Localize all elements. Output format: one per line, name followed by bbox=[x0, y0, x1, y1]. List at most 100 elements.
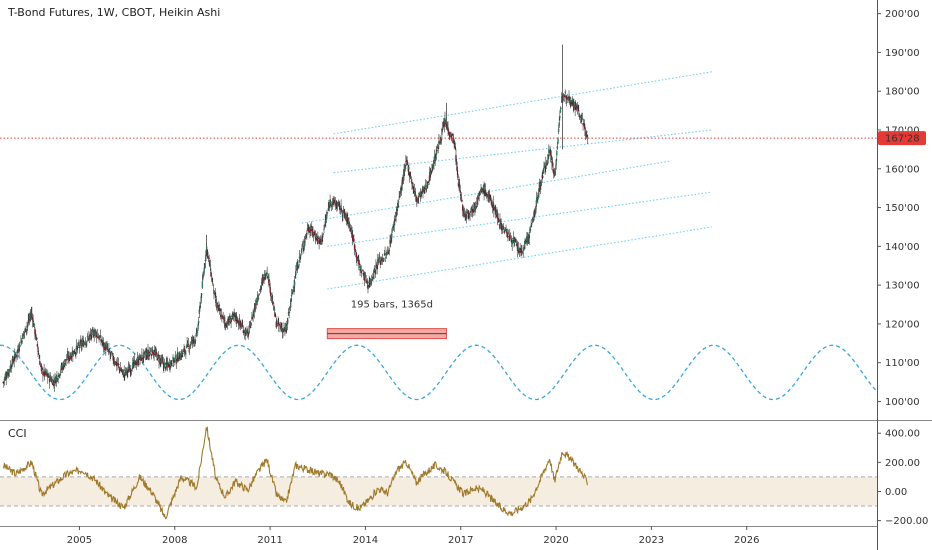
candle-body bbox=[15, 356, 17, 358]
candle-body bbox=[176, 353, 179, 357]
candle-body bbox=[182, 350, 185, 352]
candle-body bbox=[370, 279, 373, 282]
candle-body bbox=[433, 162, 435, 165]
candle-body bbox=[363, 278, 366, 281]
candle-body bbox=[440, 139, 443, 142]
candle-body bbox=[534, 209, 537, 212]
candle-body bbox=[521, 251, 523, 253]
candle-body bbox=[146, 355, 149, 358]
candle-body bbox=[394, 219, 396, 221]
candle-body bbox=[344, 216, 347, 218]
candle-body bbox=[288, 312, 290, 314]
candle-body bbox=[47, 376, 50, 378]
candle-body bbox=[303, 245, 305, 249]
candle-body bbox=[83, 342, 86, 344]
candle-body bbox=[22, 334, 24, 340]
candle-body bbox=[311, 228, 314, 232]
candle-body bbox=[458, 185, 461, 187]
candle-body bbox=[74, 352, 76, 354]
candle-body bbox=[195, 332, 197, 336]
candle-body bbox=[259, 288, 262, 290]
candle-body bbox=[507, 233, 510, 234]
candle-body bbox=[254, 305, 257, 308]
candle-body bbox=[443, 123, 446, 127]
candle-body bbox=[538, 188, 540, 191]
candle-body bbox=[575, 106, 577, 107]
candle-body bbox=[109, 353, 111, 355]
candle-body bbox=[153, 353, 155, 356]
candle-body bbox=[234, 313, 237, 316]
candle-body bbox=[326, 214, 328, 216]
candle-body bbox=[511, 243, 513, 245]
candle-body bbox=[519, 247, 521, 250]
candle-body bbox=[108, 351, 111, 353]
candle-body bbox=[63, 364, 65, 367]
candle-body bbox=[190, 344, 192, 346]
candle-body bbox=[275, 321, 278, 328]
candle-body bbox=[494, 209, 497, 213]
candle-body bbox=[512, 240, 514, 244]
candle-body bbox=[144, 351, 146, 353]
candle-body bbox=[252, 313, 254, 318]
candle-body bbox=[522, 252, 524, 254]
candle-body bbox=[375, 264, 378, 267]
candle-body bbox=[430, 170, 433, 174]
candle-body bbox=[51, 379, 53, 381]
candle-body bbox=[582, 123, 584, 126]
candle-body bbox=[514, 239, 516, 241]
candle-body bbox=[47, 374, 49, 378]
candle-body bbox=[204, 259, 207, 262]
candle-body bbox=[495, 214, 498, 217]
candle-body bbox=[50, 378, 52, 380]
candle-body bbox=[442, 126, 444, 128]
candle-body bbox=[287, 312, 290, 316]
candle-body bbox=[120, 369, 122, 371]
candle-body bbox=[206, 249, 208, 255]
candle-body bbox=[322, 233, 325, 235]
candle-body bbox=[567, 96, 570, 98]
candle-body bbox=[149, 351, 152, 353]
candle-body bbox=[529, 228, 531, 234]
candle-body bbox=[155, 352, 158, 355]
candle-body bbox=[185, 353, 187, 355]
candle-body bbox=[45, 372, 48, 374]
candle-body bbox=[119, 368, 122, 370]
candle-body bbox=[414, 194, 417, 196]
candle-body bbox=[182, 352, 184, 354]
candle-body bbox=[257, 297, 260, 299]
candle-body bbox=[344, 214, 346, 216]
candle-body bbox=[4, 376, 6, 380]
candle-body bbox=[395, 214, 397, 216]
candle-body bbox=[485, 192, 487, 197]
candle-body bbox=[456, 166, 458, 172]
candle-body bbox=[202, 274, 205, 277]
price-axis[interactable]: 100'00 110'00 120'00 130'00 140'00 150'00 160'… bbox=[877, 9, 920, 408]
time-axis[interactable]: 2005 2008 2011 2014 2017 2020 2023 2026 bbox=[67, 526, 760, 546]
candle-body bbox=[372, 276, 375, 278]
candle-body bbox=[61, 367, 63, 369]
candle-body bbox=[355, 250, 357, 252]
candle-body bbox=[136, 358, 139, 360]
candle-body bbox=[42, 371, 44, 376]
candle-body bbox=[215, 298, 217, 304]
candle-body bbox=[139, 359, 141, 360]
candle-body bbox=[454, 141, 456, 143]
candle-body bbox=[238, 324, 240, 326]
candle-body bbox=[98, 337, 100, 340]
candle-body bbox=[64, 363, 66, 366]
candle-body bbox=[23, 332, 26, 333]
candle-body bbox=[301, 245, 304, 247]
candle-body bbox=[560, 96, 563, 103]
candle-body bbox=[38, 357, 40, 359]
candle-body bbox=[34, 334, 37, 338]
cci-axis[interactable]: 400.00 200.00 0.00 −200.00 bbox=[877, 429, 928, 527]
candle-body bbox=[331, 202, 334, 204]
candle-body bbox=[330, 204, 333, 206]
candle-body bbox=[449, 135, 452, 137]
candle-body bbox=[553, 171, 555, 175]
candle-body bbox=[358, 260, 360, 265]
candle-body bbox=[42, 374, 45, 376]
candle-body bbox=[59, 374, 61, 376]
candle-body bbox=[142, 357, 144, 359]
candle-body bbox=[487, 195, 490, 198]
